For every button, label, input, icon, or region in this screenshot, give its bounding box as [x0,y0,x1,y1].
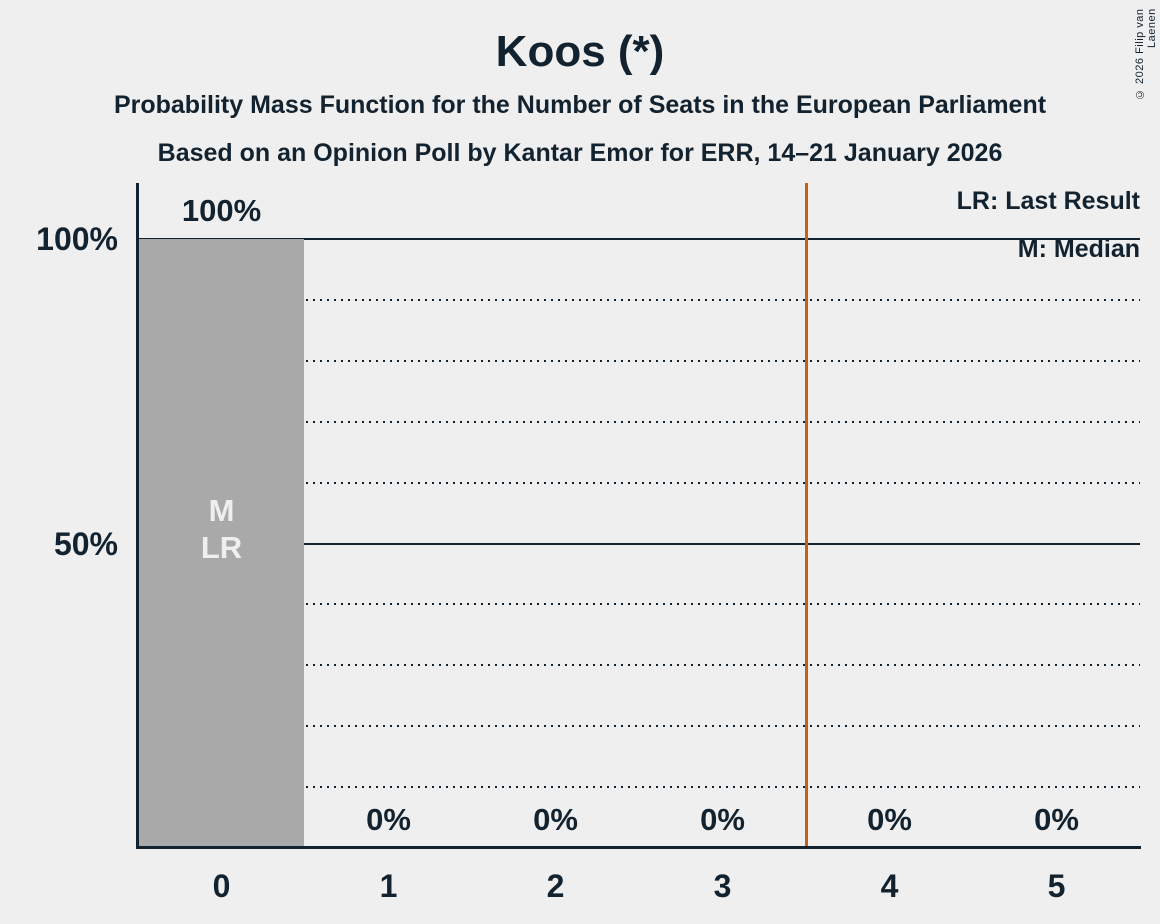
legend-item-last-result: LR: Last Result [956,187,1140,215]
x-label-seats-5: 5 [1047,868,1066,904]
x-label-seats-3: 3 [713,868,732,904]
plot-area: M LR 100% 0% 0% 0% 0% 0% [136,183,1141,849]
x-label-seats-0: 0 [212,868,231,904]
bar-value-label: 0% [533,802,578,837]
median-last-result-annotation: M LR [200,492,243,565]
gridline-40pct [138,603,1140,606]
bar-value-label: 100% [181,193,262,228]
bar-seats-0: M LR [139,239,304,848]
last-result-vertical-line [804,183,808,848]
x-label-seats-1: 1 [379,868,398,904]
x-label-seats-2: 2 [546,868,565,904]
bar-value-label: 0% [366,802,411,837]
y-tick-100pct: 100% [36,221,118,257]
bar-value-label: 0% [867,802,912,837]
gridline-10pct [138,786,1140,789]
x-axis-line [136,846,1141,849]
y-tick-50pct: 50% [53,525,118,562]
gridline-30pct [138,664,1140,667]
y-axis-line [136,183,139,848]
legend-item-median: M: Median [1017,235,1140,263]
gridline-60pct [138,481,1140,484]
gridline-80pct [138,359,1140,362]
gridline-20pct [138,725,1140,728]
gridline-90pct [138,298,1140,301]
chart-source-line: Based on an Opinion Poll by Kantar Emor … [157,139,1003,167]
chart-legend: LR: Last Result M: Median [957,188,1140,284]
x-label-seats-4: 4 [880,868,899,904]
chart-title: Koos (*) [495,27,665,76]
chart-subtitle: Probability Mass Function for the Number… [113,91,1047,119]
gridline-100pct [138,238,1140,240]
gridline-50pct [138,542,1140,545]
bar-value-label: 0% [1034,802,1079,837]
bar-value-label: 0% [700,802,745,837]
gridline-70pct [138,420,1140,423]
copyright-notice: © 2026 Filip van Laenen [1134,8,1158,100]
